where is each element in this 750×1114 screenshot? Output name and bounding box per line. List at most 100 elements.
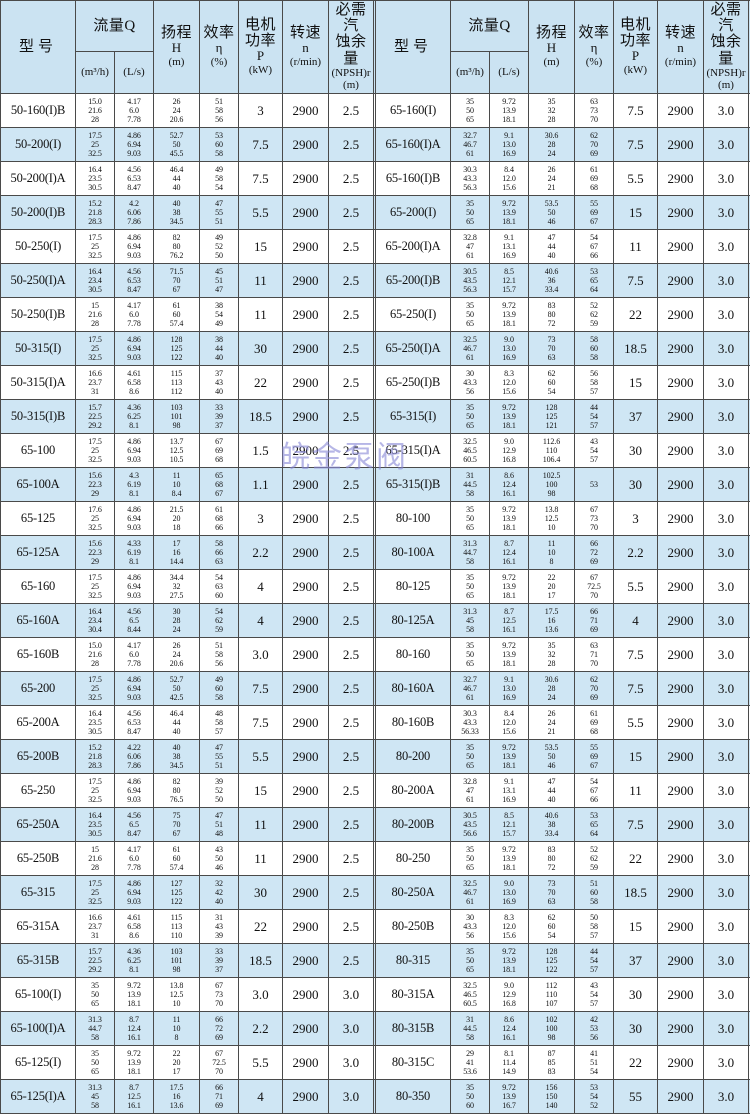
cell-speed: 2900 (283, 1012, 329, 1046)
cell-flow-ls-value: 4.56 (115, 607, 153, 616)
header-flow-ls: (L/s) (115, 52, 154, 94)
cell-head-value: 38 (154, 752, 199, 761)
cell-flow-m3h-value: 25 (76, 344, 114, 353)
cell-flow-m3h-value: 32.7 (451, 131, 489, 140)
header-efficiency: 效率 η (%) (575, 1, 614, 94)
cell-head-value: 24 (154, 625, 199, 634)
cell-speed: 2900 (283, 1046, 329, 1080)
cell-efficiency-value: 69 (575, 752, 613, 761)
cell-efficiency-value: 66 (200, 523, 238, 532)
cell-head-value: 13.8 (529, 505, 574, 514)
cell-head-value: 52.7 (154, 675, 199, 684)
cell-model: 65-250(I)A (376, 332, 451, 366)
cell-head-value: 112 (154, 387, 199, 396)
cell-model: 65-315(I) (376, 400, 451, 434)
cell-flow-ls-value: 16.9 (490, 897, 528, 906)
cell-efficiency-value: 70 (575, 684, 613, 693)
cell-flow-m3h-value: 30.3 (451, 709, 489, 718)
cell-speed: 2900 (658, 128, 704, 162)
cell-flow-m3h-value: 65 (76, 1067, 114, 1076)
cell-npsh: 3.0 (704, 230, 749, 264)
cell-efficiency-value: 73 (575, 514, 613, 523)
cell-speed: 2900 (658, 468, 704, 502)
cell-flow-m3h-value: 30 (451, 913, 489, 922)
cell-efficiency-value: 43 (200, 922, 238, 931)
cell-efficiency-value: 64 (575, 285, 613, 294)
cell-flow-ls-value: 4.86 (115, 777, 153, 786)
cell-flow-ls-value: 8.5 (490, 267, 528, 276)
cell-efficiency-value: 65 (575, 276, 613, 285)
cell-speed: 2900 (283, 638, 329, 672)
